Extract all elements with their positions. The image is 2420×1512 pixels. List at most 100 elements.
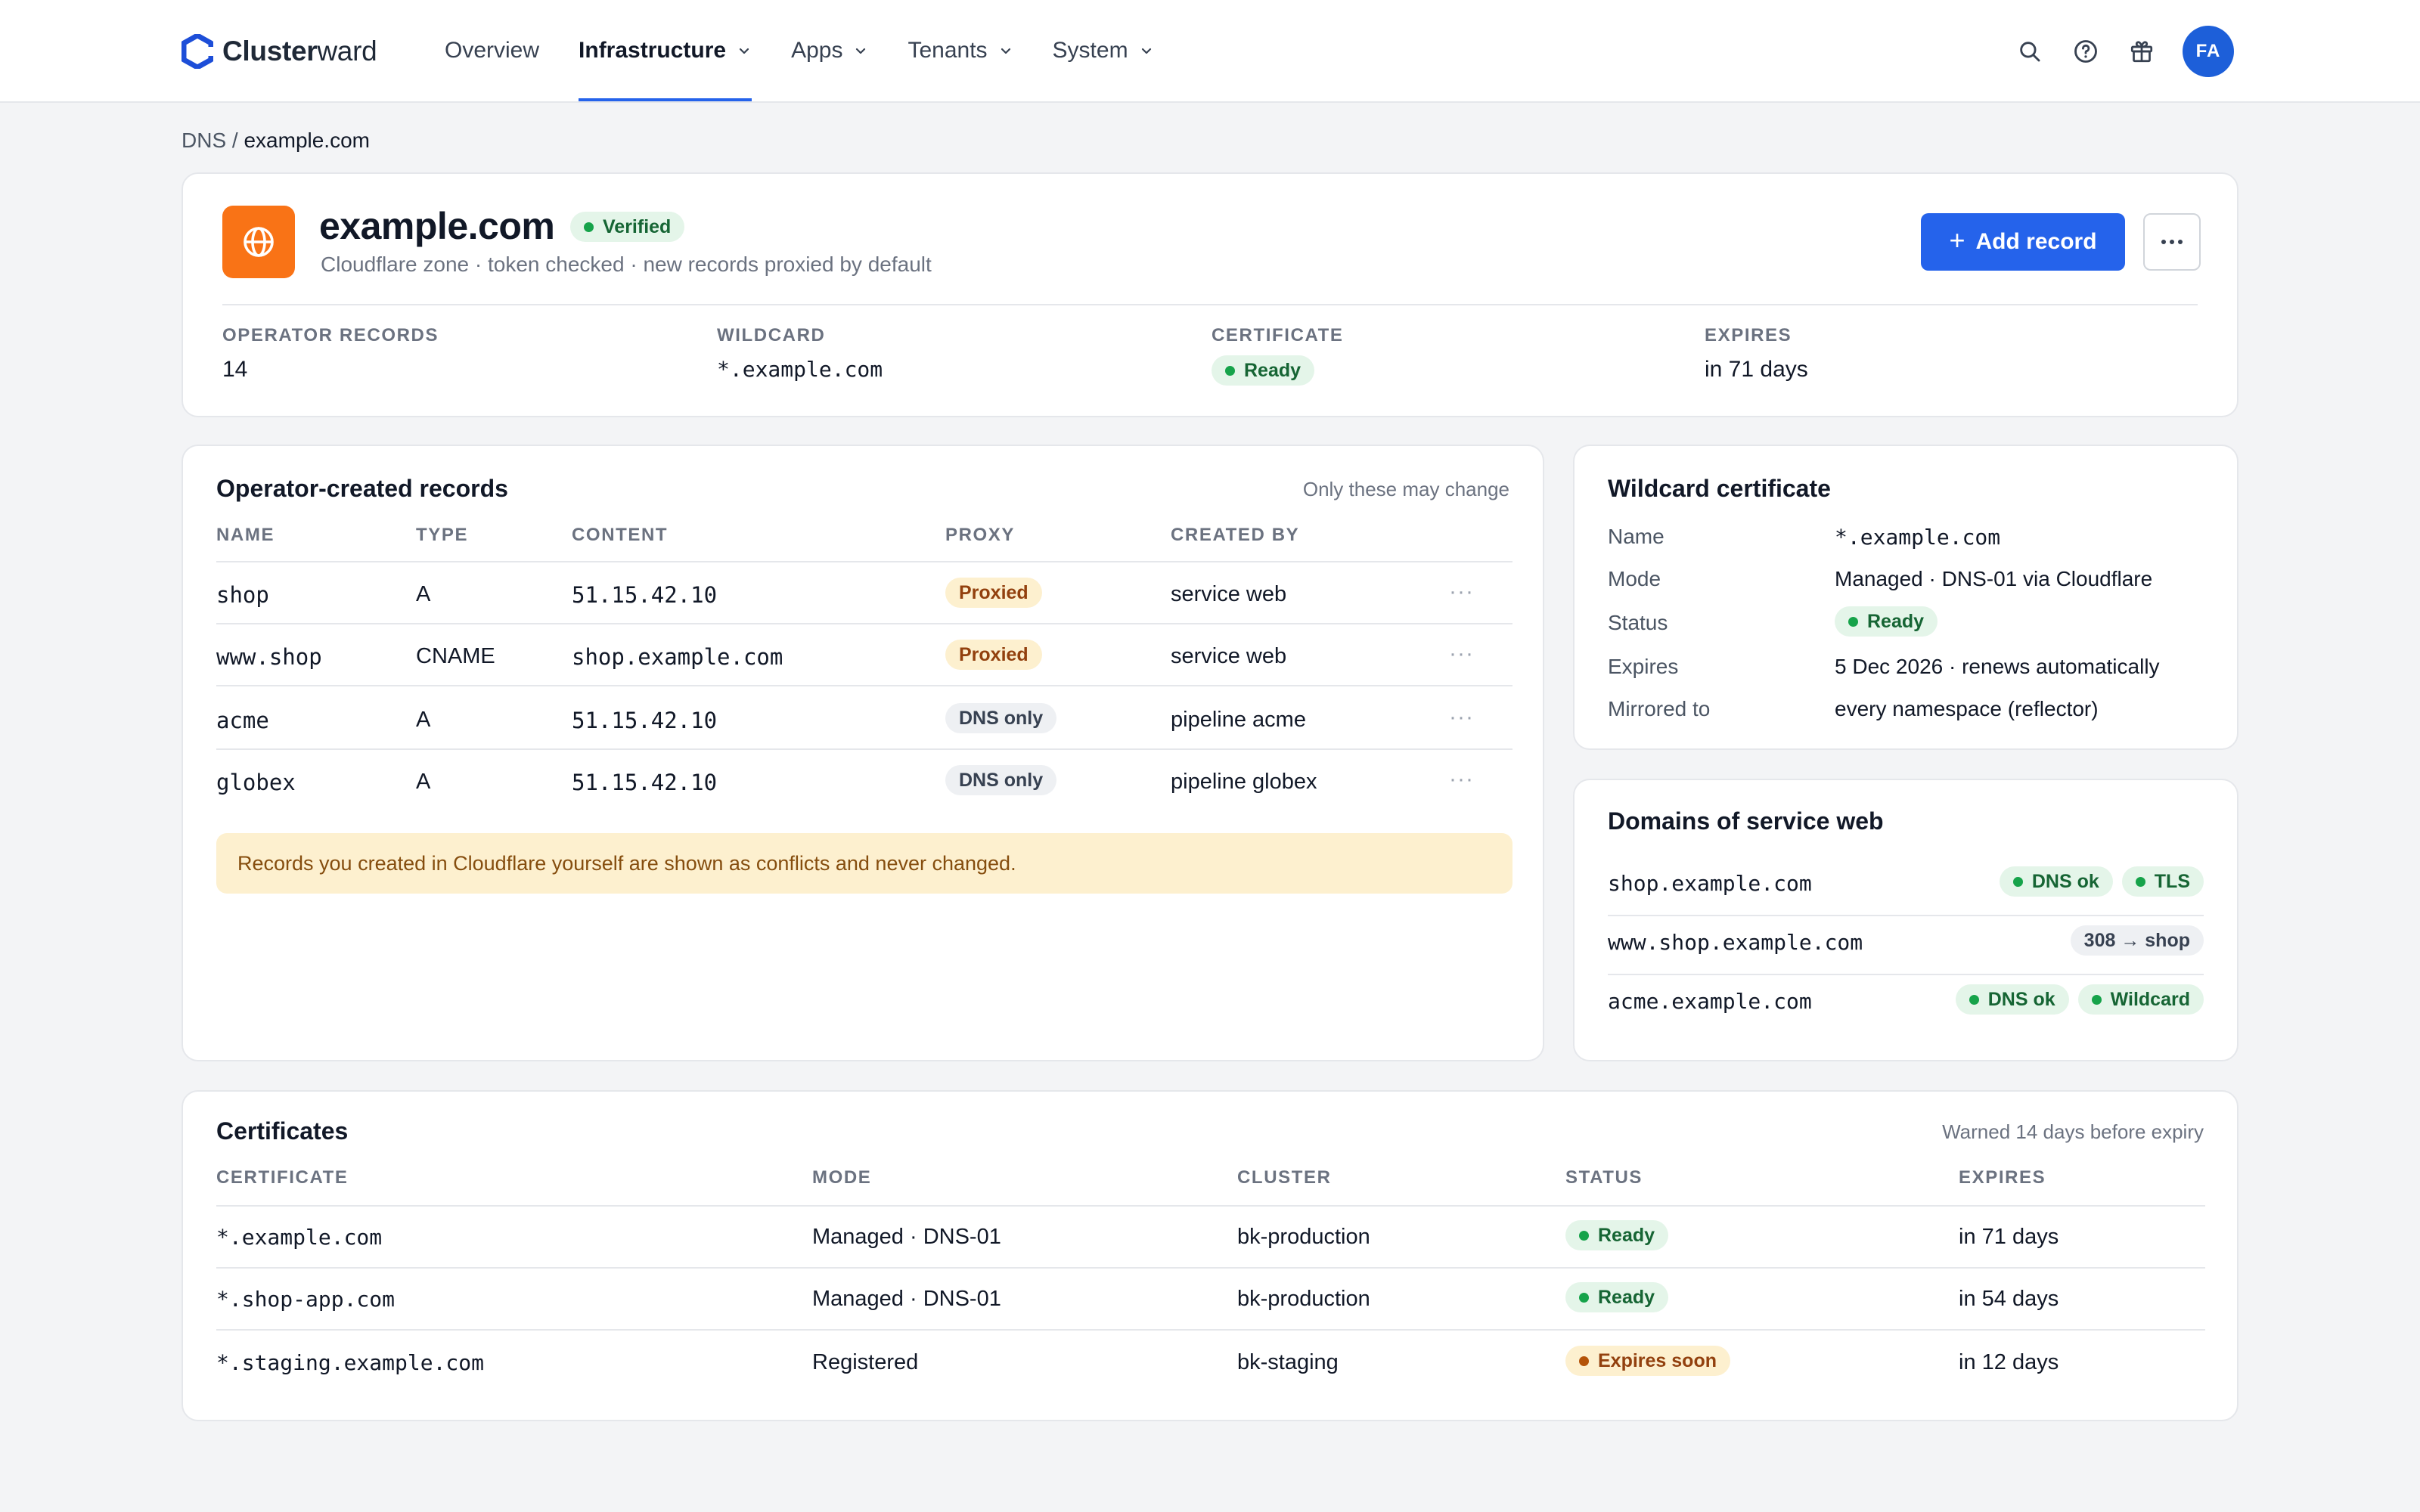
status-dot <box>1225 365 1235 376</box>
badge-label: Verified <box>603 215 672 237</box>
status-badge: Ready <box>1565 1282 1669 1312</box>
row-divider <box>216 748 1512 750</box>
gift-icon <box>2130 41 2153 63</box>
kv-label: Name <box>1608 525 1665 548</box>
status-dot <box>584 222 594 232</box>
certificate-expires: in 71 days <box>1959 1225 2059 1249</box>
status-badge: Ready <box>1212 355 1315 386</box>
more-actions-button[interactable] <box>2143 213 2201 271</box>
clusterward-logo-icon <box>182 34 213 69</box>
operator-records-card: Operator-created records Only these may … <box>182 445 1544 1061</box>
record-name: shop <box>216 582 269 608</box>
column-header-certificate: CERTIFICATE <box>216 1167 349 1188</box>
record-proxy: Proxied <box>945 578 1042 608</box>
proxy-badge: DNS only <box>945 703 1057 733</box>
stat-value: Ready <box>1212 355 1343 386</box>
certificate-name: *.shop-app.com <box>216 1287 396 1312</box>
main-nav: Overview Infrastructure Apps Tenants Sys… <box>445 0 1193 101</box>
certificates-card: Certificates Warned 14 days before expir… <box>182 1090 2238 1421</box>
badge-label: Expires soon <box>1598 1349 1717 1371</box>
breadcrumb-dns-link[interactable]: DNS <box>182 129 227 152</box>
record-created-by: service web <box>1171 582 1287 606</box>
row-divider <box>216 1267 2205 1269</box>
nav-actions: FA <box>2015 26 2234 77</box>
stat-label: EXPIRES <box>1705 325 1792 345</box>
conflicts-notice: Records you created in Cloudflare yourse… <box>216 833 1512 894</box>
row-actions-button[interactable]: ··· <box>1449 705 1474 730</box>
header-divider <box>216 1205 2205 1207</box>
status-badge: Expires soon <box>1565 1346 1730 1376</box>
record-created-by: service web <box>1171 644 1287 668</box>
stat-value: 14 <box>222 357 248 382</box>
kv-label: Expires <box>1608 655 1679 678</box>
row-divider <box>216 685 1512 686</box>
row-divider <box>1608 915 2204 916</box>
user-avatar[interactable]: FA <box>2183 26 2234 77</box>
certificate-status: Ready <box>1565 1220 1669 1250</box>
column-header-cluster: CLUSTER <box>1237 1167 1332 1188</box>
status-dot <box>1579 1230 1589 1241</box>
stat-wildcard: WILDCARD *.example.com <box>717 325 883 382</box>
more-horizontal-icon <box>2161 240 2183 244</box>
add-record-label: Add record <box>1975 229 2097 254</box>
card-hint: Warned 14 days before expiry <box>1942 1120 2204 1143</box>
nav-item-tenants[interactable]: Tenants <box>908 0 1013 101</box>
status-dot <box>1848 616 1858 627</box>
certificate-mode: Registered <box>812 1350 919 1374</box>
row-actions-button[interactable]: ··· <box>1449 579 1474 604</box>
zone-subtitle: Cloudflare zone · token checked · new re… <box>321 253 932 276</box>
nav-item-overview[interactable]: Overview <box>445 0 539 101</box>
certificate-cluster: bk-production <box>1237 1225 1370 1249</box>
nav-item-system[interactable]: System <box>1053 0 1154 101</box>
record-name: acme <box>216 708 269 733</box>
certificate-cluster: bk-staging <box>1237 1350 1339 1374</box>
globe-icon <box>244 227 274 257</box>
column-header-content: CONTENT <box>572 525 669 545</box>
brand-name-light: ward <box>317 36 377 67</box>
column-header-mode: MODE <box>812 1167 872 1188</box>
wildcard-certificate-card: Wildcard certificate Name *.example.com … <box>1573 445 2238 750</box>
nav-item-apps[interactable]: Apps <box>791 0 868 101</box>
card-hint: Only these may change <box>1302 478 1509 500</box>
whats-new-button[interactable] <box>2127 36 2157 67</box>
redirect-badge: 308 → shop <box>2070 925 2204 956</box>
badge-label: DNS ok <box>1987 988 2055 1010</box>
stat-certificate: CERTIFICATE Ready <box>1212 325 1343 386</box>
plus-icon: + <box>1949 225 1965 256</box>
service-domains-card: Domains of service web shop.example.com … <box>1573 779 2238 1061</box>
kv-value: *.example.com <box>1835 525 2001 550</box>
status-dot <box>2012 876 2023 887</box>
search-button[interactable] <box>2015 36 2045 67</box>
status-badge: Ready <box>1565 1220 1669 1250</box>
kv-value: Managed · DNS-01 via Cloudflare <box>1835 567 2153 590</box>
status-dot <box>2091 994 2102 1005</box>
column-header-type: TYPE <box>416 525 469 545</box>
domain-badges: 308 → shop <box>2070 925 2204 956</box>
status-dot <box>2135 876 2145 887</box>
breadcrumb-separator: / <box>231 129 238 152</box>
add-record-button[interactable]: + Add record <box>1921 213 2125 271</box>
help-button[interactable] <box>2071 36 2101 67</box>
record-name: www.shop <box>216 644 322 670</box>
badge-label: TLS <box>2154 870 2190 892</box>
brand[interactable]: Clusterward <box>182 33 377 70</box>
record-content: 51.15.42.10 <box>572 708 718 733</box>
certificate-mode: Managed · DNS-01 <box>812 1287 1001 1311</box>
proxy-badge: Proxied <box>945 578 1042 608</box>
row-actions-button[interactable]: ··· <box>1449 641 1474 666</box>
kv-label: Mode <box>1608 567 1661 590</box>
tls-status-badge: TLS <box>2121 866 2204 897</box>
column-header-status: STATUS <box>1565 1167 1643 1188</box>
help-icon <box>2074 40 2097 63</box>
chevron-down-icon <box>739 48 749 54</box>
page-title: example.com <box>319 205 555 247</box>
record-type: CNAME <box>416 644 495 668</box>
card-title: Certificates <box>216 1117 349 1145</box>
zone-summary-card: example.com Verified Cloudflare zone · t… <box>182 172 2238 417</box>
record-content: 51.15.42.10 <box>572 582 718 608</box>
record-proxy: DNS only <box>945 703 1057 733</box>
kv-value: 5 Dec 2026 · renews automatically <box>1835 655 2160 678</box>
certificate-name: *.staging.example.com <box>216 1350 485 1375</box>
nav-item-infrastructure[interactable]: Infrastructure <box>579 0 752 101</box>
row-actions-button[interactable]: ··· <box>1449 767 1474 792</box>
